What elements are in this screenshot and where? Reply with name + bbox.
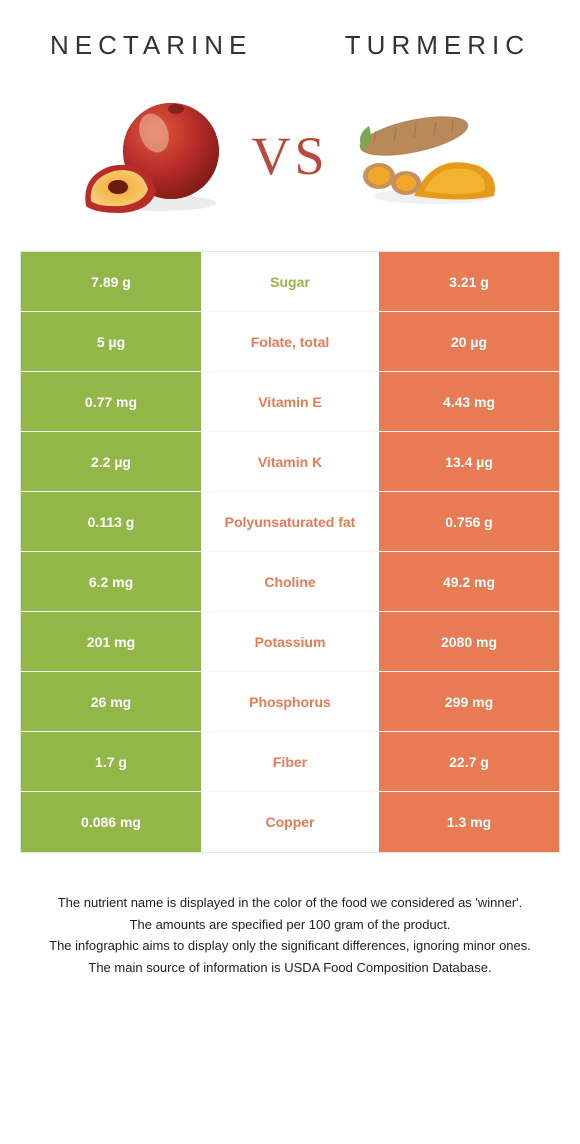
- left-value: 0.77 mg: [21, 372, 201, 431]
- hero-images: VS: [0, 71, 580, 251]
- nutrient-label: Vitamin E: [201, 372, 379, 431]
- nutrient-label: Potassium: [201, 612, 379, 671]
- right-value: 49.2 mg: [379, 552, 559, 611]
- footnote-line: The main source of information is USDA F…: [30, 958, 550, 978]
- left-food-title: NECTARINE: [50, 30, 252, 61]
- table-row: 201 mgPotassium2080 mg: [21, 612, 559, 672]
- table-row: 2.2 µgVitamin K13.4 µg: [21, 432, 559, 492]
- nutrient-label: Polyunsaturated fat: [201, 492, 379, 551]
- table-row: 6.2 mgCholine49.2 mg: [21, 552, 559, 612]
- right-value: 22.7 g: [379, 732, 559, 791]
- right-value: 20 µg: [379, 312, 559, 371]
- footnote-line: The amounts are specified per 100 gram o…: [30, 915, 550, 935]
- nutrient-label: Phosphorus: [201, 672, 379, 731]
- right-value: 2080 mg: [379, 612, 559, 671]
- left-value: 6.2 mg: [21, 552, 201, 611]
- right-value: 299 mg: [379, 672, 559, 731]
- table-row: 5 µgFolate, total20 µg: [21, 312, 559, 372]
- right-value: 3.21 g: [379, 252, 559, 311]
- nutrient-label: Choline: [201, 552, 379, 611]
- left-value: 201 mg: [21, 612, 201, 671]
- turmeric-image: [344, 91, 504, 221]
- table-row: 1.7 gFiber22.7 g: [21, 732, 559, 792]
- footnotes: The nutrient name is displayed in the co…: [30, 893, 550, 977]
- comparison-table: 7.89 gSugar3.21 g5 µgFolate, total20 µg0…: [20, 251, 560, 853]
- table-row: 26 mgPhosphorus299 mg: [21, 672, 559, 732]
- nutrient-label: Vitamin K: [201, 432, 379, 491]
- right-food-title: TURMERIC: [345, 30, 530, 61]
- nutrient-label: Fiber: [201, 732, 379, 791]
- nutrient-label: Folate, total: [201, 312, 379, 371]
- right-value: 0.756 g: [379, 492, 559, 551]
- left-value: 26 mg: [21, 672, 201, 731]
- vs-label: VS: [251, 125, 328, 187]
- nutrient-label: Sugar: [201, 252, 379, 311]
- footnote-line: The infographic aims to display only the…: [30, 936, 550, 956]
- table-row: 0.113 gPolyunsaturated fat0.756 g: [21, 492, 559, 552]
- footnote-line: The nutrient name is displayed in the co…: [30, 893, 550, 913]
- right-value: 4.43 mg: [379, 372, 559, 431]
- right-value: 1.3 mg: [379, 792, 559, 852]
- left-value: 1.7 g: [21, 732, 201, 791]
- left-value: 5 µg: [21, 312, 201, 371]
- nectarine-image: [76, 91, 236, 221]
- nutrient-label: Copper: [201, 792, 379, 852]
- left-value: 0.086 mg: [21, 792, 201, 852]
- left-value: 7.89 g: [21, 252, 201, 311]
- right-value: 13.4 µg: [379, 432, 559, 491]
- left-value: 2.2 µg: [21, 432, 201, 491]
- table-row: 7.89 gSugar3.21 g: [21, 252, 559, 312]
- left-value: 0.113 g: [21, 492, 201, 551]
- table-row: 0.086 mgCopper1.3 mg: [21, 792, 559, 852]
- table-row: 0.77 mgVitamin E4.43 mg: [21, 372, 559, 432]
